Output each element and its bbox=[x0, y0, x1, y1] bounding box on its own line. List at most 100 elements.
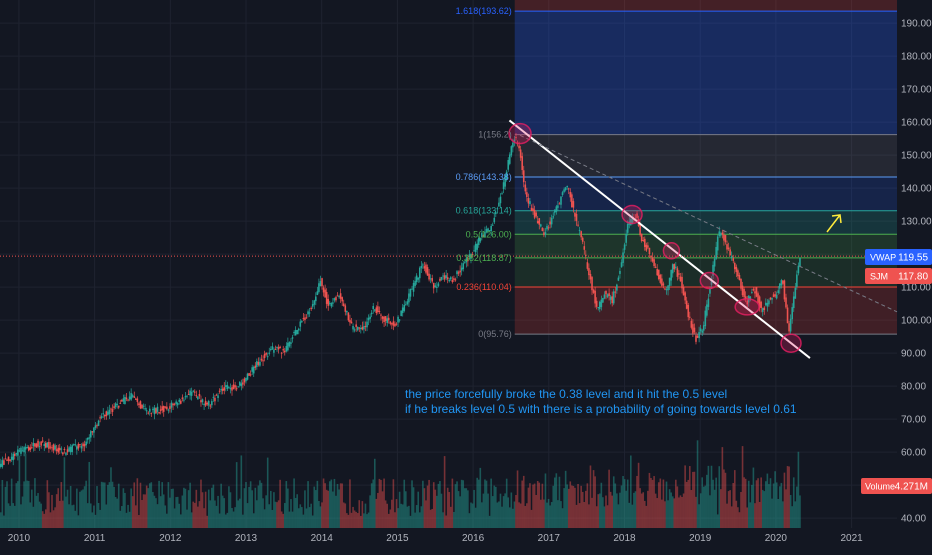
volume-bar bbox=[495, 486, 497, 528]
candle-body bbox=[167, 409, 170, 411]
volume-bar bbox=[164, 505, 167, 528]
volume-bar bbox=[349, 479, 351, 528]
volume-bar bbox=[544, 473, 547, 528]
candle-body bbox=[667, 285, 669, 291]
candle-body bbox=[360, 327, 362, 329]
candle-body bbox=[13, 453, 16, 457]
volume-bar bbox=[76, 488, 78, 528]
candle-body bbox=[630, 219, 632, 226]
candle-body bbox=[600, 299, 603, 308]
volume-bar bbox=[1, 479, 4, 528]
candle-body bbox=[152, 408, 154, 410]
candle-body bbox=[308, 312, 311, 314]
volume-bar bbox=[26, 480, 28, 528]
candle-body bbox=[296, 329, 298, 335]
candle-body bbox=[176, 403, 179, 406]
candle-body bbox=[716, 236, 719, 251]
volume-bar bbox=[561, 508, 564, 528]
volume-bar bbox=[231, 508, 233, 528]
volume-bar bbox=[152, 492, 154, 528]
candle-body bbox=[563, 189, 565, 192]
volume-bar bbox=[411, 480, 413, 528]
candle-body bbox=[440, 276, 443, 280]
volume-bar bbox=[321, 502, 323, 528]
candle-body bbox=[48, 441, 50, 449]
candle-body bbox=[384, 316, 387, 321]
candle-body bbox=[626, 223, 629, 233]
volume-bar bbox=[538, 482, 541, 528]
candle-body bbox=[51, 447, 53, 449]
candle-body bbox=[142, 405, 145, 407]
volume-bar bbox=[792, 477, 795, 528]
volume-bar bbox=[350, 512, 353, 528]
candle-body bbox=[586, 262, 589, 269]
x-tick-label: 2014 bbox=[311, 533, 334, 544]
volume-bar bbox=[3, 515, 5, 528]
volume-bar bbox=[484, 479, 486, 528]
volume-bar bbox=[702, 486, 705, 528]
candle-body bbox=[332, 302, 334, 304]
candle-body bbox=[547, 227, 550, 229]
candle-body bbox=[510, 146, 513, 156]
volume-bar bbox=[541, 483, 544, 528]
volume-bar bbox=[479, 467, 482, 528]
volume-bar bbox=[328, 481, 331, 528]
candle-body bbox=[113, 406, 115, 409]
volume-bar bbox=[263, 509, 266, 528]
candle-body bbox=[316, 291, 319, 296]
candle-body bbox=[752, 288, 755, 291]
volume-bar bbox=[443, 456, 446, 528]
candle-body bbox=[698, 331, 700, 339]
volume-bar bbox=[786, 466, 789, 528]
volume-bar bbox=[775, 482, 778, 528]
volume-bar bbox=[181, 495, 184, 528]
candle-body bbox=[746, 300, 749, 305]
candle-body bbox=[673, 263, 676, 270]
volume-bar bbox=[510, 492, 513, 528]
volume-bar bbox=[782, 501, 784, 528]
candle-body bbox=[460, 267, 463, 271]
volume-bar bbox=[780, 482, 783, 528]
candle-body bbox=[799, 258, 801, 267]
volume-bar bbox=[170, 488, 173, 528]
candle-body bbox=[339, 293, 342, 299]
fib-level-label: 0(95.76) bbox=[478, 329, 512, 339]
volume-bar bbox=[502, 496, 505, 528]
candle-body bbox=[397, 316, 399, 323]
volume-bar bbox=[282, 513, 285, 528]
candle-body bbox=[181, 397, 184, 399]
volume-bar bbox=[397, 508, 399, 528]
candle-body bbox=[243, 378, 246, 383]
candle-body bbox=[544, 232, 547, 235]
volume-bar bbox=[268, 504, 271, 528]
candle-body bbox=[778, 283, 781, 289]
candle-body bbox=[768, 300, 770, 305]
volume-bar bbox=[178, 503, 181, 528]
candle-body bbox=[175, 401, 177, 404]
volume-bar bbox=[490, 478, 492, 528]
volume-bar bbox=[432, 482, 435, 528]
candle-body bbox=[442, 275, 444, 277]
candle-body bbox=[260, 358, 263, 361]
volume-bar bbox=[605, 495, 607, 528]
volume-bar bbox=[749, 502, 752, 528]
volume-bar bbox=[569, 481, 572, 528]
volume-bar bbox=[667, 500, 669, 528]
volume-bar bbox=[190, 512, 193, 528]
candle-body bbox=[735, 266, 738, 272]
volume-bar bbox=[558, 476, 561, 528]
volume-bar bbox=[515, 495, 517, 528]
candle-body bbox=[465, 258, 468, 263]
candle-body bbox=[788, 323, 790, 332]
volume-bar bbox=[755, 480, 758, 528]
candle-body bbox=[502, 182, 505, 190]
candle-body bbox=[623, 244, 626, 250]
candle-body bbox=[352, 325, 354, 330]
candle-body bbox=[65, 452, 67, 455]
candle-body bbox=[671, 264, 674, 274]
candle-body bbox=[392, 321, 395, 326]
volume-bar bbox=[732, 482, 735, 528]
candle-body bbox=[169, 406, 171, 409]
candle-body bbox=[619, 270, 621, 274]
candle-body bbox=[248, 373, 250, 376]
